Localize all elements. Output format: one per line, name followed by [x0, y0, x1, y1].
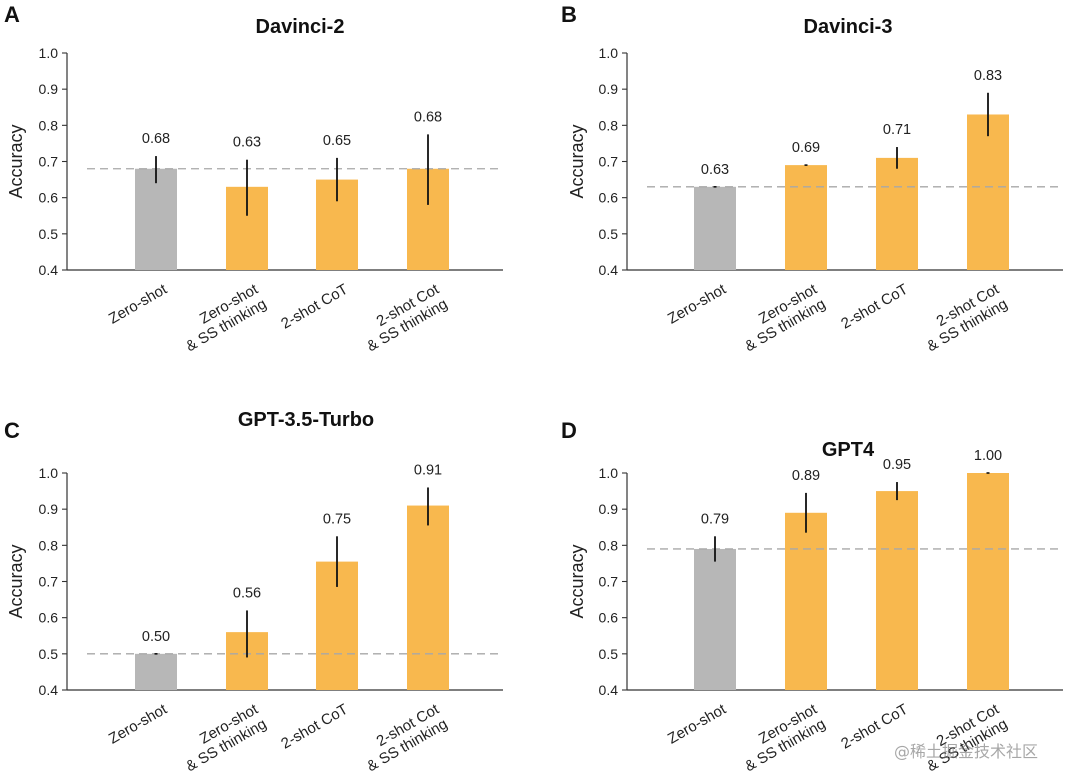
x-tick-label-line: 2-shot CoT — [278, 701, 351, 753]
x-tick-label: Zero-shot — [106, 280, 171, 327]
y-tick-label: 0.8 — [599, 117, 619, 133]
watermark-text: @稀土掘金技术社区 — [894, 742, 1039, 761]
panel-letter: A — [4, 2, 20, 27]
data-label: 0.83 — [974, 68, 1002, 84]
x-tick-label-line: Zero-shot — [665, 700, 730, 747]
data-label: 0.91 — [414, 462, 442, 478]
y-tick-label: 0.4 — [599, 682, 619, 698]
x-tick-label: Zero-shot — [665, 700, 730, 747]
y-tick-label: 0.6 — [599, 190, 619, 206]
x-tick-label-line: Zero-shot — [665, 280, 730, 327]
y-tick-label: 0.9 — [599, 81, 619, 97]
y-axis-label: Accuracy — [6, 124, 26, 198]
y-tick-label: 0.9 — [39, 501, 59, 517]
chart-title: GPT4 — [822, 439, 875, 461]
bar — [694, 548, 736, 690]
y-tick-label: 0.7 — [599, 574, 619, 590]
y-tick-label: 0.9 — [39, 81, 59, 97]
y-axis-label: Accuracy — [567, 124, 587, 198]
bar — [876, 491, 918, 690]
bar — [785, 512, 827, 690]
y-tick-label: 0.5 — [39, 226, 59, 242]
data-label: 0.89 — [792, 468, 820, 484]
bar — [694, 186, 736, 270]
x-tick-label: Zero-shot& SS thinking — [734, 700, 830, 775]
y-tick-label: 0.5 — [39, 646, 59, 662]
y-tick-label: 1.0 — [599, 45, 619, 61]
data-label: 0.95 — [883, 457, 911, 473]
chart-title: GPT-3.5-Turbo — [238, 409, 374, 431]
x-tick-label: 2-shot Cot& SS thinking — [356, 700, 452, 775]
y-tick-label: 0.8 — [39, 537, 59, 553]
y-tick-label: 1.0 — [39, 45, 59, 61]
data-label: 0.65 — [323, 133, 351, 149]
chart-title: Davinci-2 — [256, 16, 345, 38]
chart-panel-d: D GPT4 Accuracy 0.4 0.5 0.6 0.7 0.8 0.9 1.0 0.79 0.… — [561, 418, 1063, 775]
x-tick-label-line: Zero-shot — [106, 280, 171, 327]
data-label: 0.75 — [323, 511, 351, 527]
bar — [135, 168, 177, 270]
data-label: 0.69 — [792, 140, 820, 156]
bar — [135, 653, 177, 690]
y-tick-label: 0.6 — [599, 610, 619, 626]
chart-panel-b: B Davinci-3 Accuracy 0.4 0.5 0.6 0.7 0.8 0.9 1.0 0… — [561, 2, 1063, 355]
data-label: 0.63 — [233, 135, 261, 151]
x-tick-label-line: 2-shot CoT — [278, 281, 351, 333]
y-tick-label: 0.8 — [39, 117, 59, 133]
x-tick-label: Zero-shot& SS thinking — [734, 280, 830, 355]
y-axis-label: Accuracy — [567, 544, 587, 618]
chart-panel-c: C GPT-3.5-Turbo Accuracy 0.4 0.5 0.6 0.7 0.8 0.9… — [4, 409, 503, 775]
bar — [785, 165, 827, 270]
x-tick-label: 2-shot Cot& SS thinking — [356, 280, 452, 355]
y-tick-label: 0.4 — [39, 262, 59, 278]
x-tick-label: Zero-shot — [665, 280, 730, 327]
bar — [967, 114, 1009, 270]
y-tick-label: 0.7 — [599, 154, 619, 170]
x-tick-label: Zero-shot — [106, 700, 171, 747]
x-tick-label-line: Zero-shot — [106, 700, 171, 747]
y-tick-label: 0.6 — [39, 610, 59, 626]
y-tick-label: 1.0 — [599, 465, 619, 481]
y-tick-label: 0.8 — [599, 537, 619, 553]
x-tick-label: 2-shot CoT — [278, 281, 351, 333]
data-label: 1.00 — [974, 448, 1002, 464]
y-tick-label: 0.7 — [39, 154, 59, 170]
data-label: 0.68 — [142, 131, 170, 147]
data-label: 0.63 — [701, 162, 729, 178]
y-tick-label: 0.4 — [599, 262, 619, 278]
x-tick-label: 2-shot Cot& SS thinking — [916, 280, 1012, 355]
y-tick-label: 0.6 — [39, 190, 59, 206]
y-tick-label: 0.4 — [39, 682, 59, 698]
panel-letter: C — [4, 418, 20, 443]
bar — [876, 157, 918, 270]
bar — [407, 505, 449, 690]
data-label: 0.79 — [701, 511, 729, 527]
data-label: 0.71 — [883, 122, 911, 138]
y-tick-label: 0.5 — [599, 226, 619, 242]
data-label: 0.50 — [142, 629, 170, 645]
x-tick-label: 2-shot CoT — [838, 281, 911, 333]
chart-title: Davinci-3 — [804, 16, 893, 38]
bar — [967, 473, 1009, 690]
y-tick-label: 0.7 — [39, 574, 59, 590]
x-tick-label: Zero-shot& SS thinking — [175, 280, 271, 355]
x-tick-label-line: 2-shot CoT — [838, 281, 911, 333]
x-tick-label: Zero-shot& SS thinking — [175, 700, 271, 775]
panel-letter: D — [561, 418, 577, 443]
data-label: 0.68 — [414, 109, 442, 125]
panel-letter: B — [561, 2, 577, 27]
y-tick-label: 0.5 — [599, 646, 619, 662]
y-tick-label: 1.0 — [39, 465, 59, 481]
y-axis-label: Accuracy — [6, 544, 26, 618]
chart-panel-a: A Davinci-2 Accuracy 0.4 0.5 0.6 0.7 0.8 0.9 1.0 0… — [4, 2, 503, 355]
x-tick-label: 2-shot CoT — [278, 701, 351, 753]
data-label: 0.56 — [233, 585, 261, 601]
y-tick-label: 0.9 — [599, 501, 619, 517]
